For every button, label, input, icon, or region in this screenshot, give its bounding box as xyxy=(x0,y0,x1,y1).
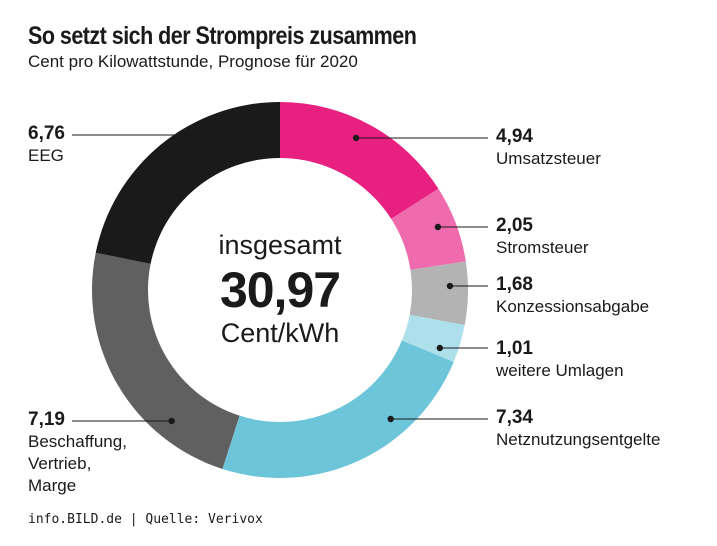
label-umsatzsteuer: 4,94 Umsatzsteuer xyxy=(496,126,601,170)
category-label-beschaffung-vertrieb-marge: Marge xyxy=(28,476,77,495)
category-label-eeg: EEG xyxy=(28,146,64,165)
label-stromsteuer: 2,05 Stromsteuer xyxy=(496,215,589,259)
category-label-stromsteuer: Stromsteuer xyxy=(496,238,589,257)
label-netznutzungsentgelte: 7,34 Netznutzungsentgelte xyxy=(496,407,660,451)
label-beschaffung-vertrieb-marge: 7,19 Beschaffung, Vertrieb, Marge xyxy=(28,409,127,497)
slice-beschaffung-vertrieb-marge xyxy=(92,252,240,469)
center-total: insgesamt 30,97 Cent/kWh xyxy=(180,228,380,348)
leader-dot-netznutzungsentgelte xyxy=(387,415,394,423)
value-label-weitere-umlagen: 1,01 xyxy=(496,338,533,359)
slice-konzessionsabgabe xyxy=(409,261,469,326)
value-label-umsatzsteuer: 4,94 xyxy=(496,126,533,147)
source-footer: info.BILD.de | Quelle: Verivox xyxy=(28,512,263,527)
center-value: 30,97 xyxy=(219,262,341,318)
category-label-netznutzungsentgelte: Netznutzungsentgelte xyxy=(496,430,661,449)
label-konzessionsabgabe: 1,68 Konzessionsabgabe xyxy=(496,274,649,318)
leader-dot-stromsteuer xyxy=(434,223,442,231)
chart-title: So setzt sich der Strompreis zusammen xyxy=(28,22,417,50)
slice-umsatzsteuer xyxy=(280,102,439,219)
category-label-weitere-umlagen: weitere Umlagen xyxy=(496,361,624,380)
slice-weitere-umlagen xyxy=(401,314,465,363)
category-label-beschaffung-vertrieb-marge: Beschaffung, xyxy=(28,432,127,451)
category-label-umsatzsteuer: Umsatzsteuer xyxy=(496,149,601,168)
value-label-beschaffung-vertrieb-marge: 7,19 xyxy=(28,409,65,430)
label-weitere-umlagen: 1,01 weitere Umlagen xyxy=(496,338,624,382)
center-unit: Cent/kWh xyxy=(220,318,340,348)
leader-dot-eeg xyxy=(206,131,214,139)
category-label-konzessionsabgabe: Konzessionsabgabe xyxy=(496,297,650,316)
value-label-eeg: 6,76 xyxy=(28,123,65,144)
value-label-stromsteuer: 2,05 xyxy=(496,215,533,236)
center-label: insgesamt xyxy=(218,230,342,260)
slice-stromsteuer xyxy=(391,188,466,270)
slice-eeg xyxy=(95,102,280,264)
category-label-beschaffung-vertrieb-marge: Vertrieb, xyxy=(28,454,92,473)
label-eeg: 6,76 EEG xyxy=(28,123,65,167)
leader-dot-konzessionsabgabe xyxy=(446,282,454,290)
leader-dot-beschaffung-vertrieb-marge xyxy=(168,417,175,425)
leader-dot-umsatzsteuer xyxy=(352,134,360,142)
slice-netznutzungsentgelte xyxy=(222,340,454,478)
chart-subtitle: Cent pro Kilowattstunde, Prognose für 20… xyxy=(28,52,358,71)
value-label-konzessionsabgabe: 1,68 xyxy=(496,274,533,295)
leader-dot-weitere-umlagen xyxy=(436,344,443,352)
value-label-netznutzungsentgelte: 7,34 xyxy=(496,407,533,428)
